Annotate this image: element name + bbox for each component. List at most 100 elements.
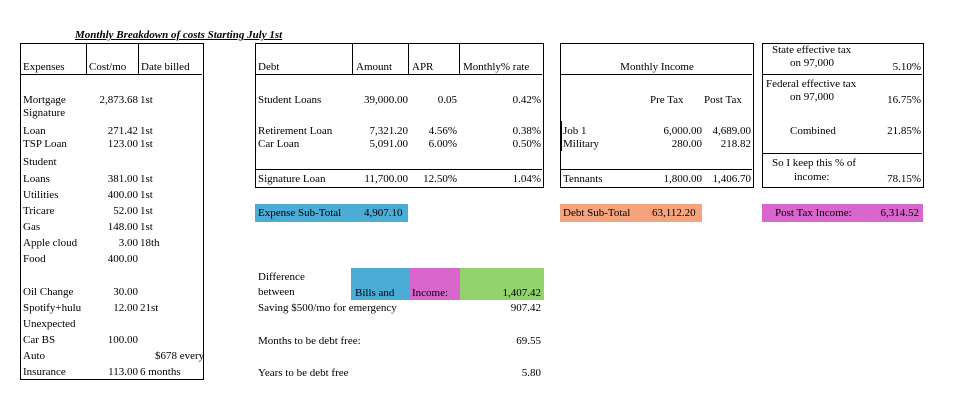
expense-row-cost: 52.00 xyxy=(113,205,138,217)
tax-keep-label-2: income: xyxy=(794,171,830,183)
expense-row-date: $678 every xyxy=(155,350,205,362)
expense-row-name: Auto xyxy=(23,350,45,362)
saving-label: Saving $500/mo for emergency xyxy=(258,302,397,314)
debt-col-divider-3 xyxy=(459,44,460,75)
expense-row-name: Car BS xyxy=(23,334,56,346)
expense-row-date: 1st xyxy=(140,94,153,106)
tax-state-value: 5.10% xyxy=(892,61,921,73)
tax-keep-divider xyxy=(763,153,922,154)
years-value: 5.80 xyxy=(521,367,541,379)
expenses-header-date: Date billed xyxy=(141,61,190,73)
debt-subtotal-label: Debt Sub-Total xyxy=(563,207,631,219)
income-row-pre: 1,800.00 xyxy=(663,173,703,185)
debt-row-amount: 5,091.00 xyxy=(369,138,409,150)
debt-subtotal-fill xyxy=(560,204,702,222)
income-row-name: Military xyxy=(563,138,600,150)
income-row-pre: 6,000.00 xyxy=(663,125,703,137)
expenses-header-divider xyxy=(21,74,202,75)
expense-row-name: Spotify+hulu xyxy=(23,302,82,314)
debt-header-rate: Monthly% rate xyxy=(463,61,530,73)
expenses-table xyxy=(20,43,204,380)
debt-subtotal-value: 63,112.20 xyxy=(652,207,696,219)
income-header: Monthly Income xyxy=(620,61,694,73)
expense-row-cost: 381.00 xyxy=(107,173,138,185)
expense-row-date: 1st xyxy=(140,221,153,233)
tax-federal-label: Federal effective tax xyxy=(766,78,857,90)
income-last-row-divider xyxy=(561,169,752,170)
expense-row-date: 1st xyxy=(140,125,153,137)
income-col-post: Post Tax xyxy=(704,94,742,106)
expense-subtotal-value: 4,907.10 xyxy=(364,207,403,219)
debt-row-apr: 12.50% xyxy=(423,173,457,185)
debt-col-divider-2 xyxy=(408,44,409,75)
expense-row-name: TSP Loan xyxy=(23,138,67,150)
years-label: Years to be debt free xyxy=(258,367,349,379)
debt-row-name: Signature Loan xyxy=(258,173,326,185)
tax-combined-label: Combined xyxy=(790,125,836,137)
debt-row-rate: 0.38% xyxy=(512,125,541,137)
debt-row-rate: 0.42% xyxy=(512,94,541,106)
tax-keep-value: 78.15% xyxy=(887,173,921,185)
expense-row-date: 1st xyxy=(140,173,153,185)
expense-row-cost: 271.42 xyxy=(107,125,138,137)
bills-label: Bills and xyxy=(355,287,395,299)
expense-row-name: Loan xyxy=(23,125,46,137)
expense-row-cost: 113.00 xyxy=(108,366,138,378)
income-name-divider xyxy=(561,121,562,151)
expense-row-date: 1st xyxy=(140,189,153,201)
debt-row-rate: 0.50% xyxy=(512,138,541,150)
tax-federal-value: 16.75% xyxy=(887,94,921,106)
bills-fill xyxy=(351,268,409,300)
debt-header-apr: APR xyxy=(412,61,434,73)
debt-row-amount: 39,000.00 xyxy=(364,94,408,106)
expense-row-name: Tricare xyxy=(23,205,55,217)
debt-row-apr: 0.05 xyxy=(437,94,457,106)
tax-state-label: State effective tax xyxy=(772,44,852,56)
expense-row-cost: 400.00 xyxy=(107,253,138,265)
expense-row-name: Food xyxy=(23,253,46,265)
debt-row-apr: 6.00% xyxy=(428,138,457,150)
expense-row-cost: 100.00 xyxy=(107,334,138,346)
debt-last-row-divider xyxy=(256,169,542,170)
income-row-post: 218.82 xyxy=(720,138,751,150)
tax-combined-value: 21.85% xyxy=(887,125,921,137)
expense-row-cost: 2,873.68 xyxy=(99,94,139,106)
months-label: Months to be debt free: xyxy=(258,335,361,347)
income-fill xyxy=(409,268,460,300)
difference-fill xyxy=(460,268,544,300)
difference-label-2: between xyxy=(258,286,295,298)
post-tax-fill xyxy=(762,204,923,222)
expense-row-name: Loans xyxy=(23,173,50,185)
income-row-pre: 280.00 xyxy=(671,138,702,150)
tax-keep-label: So I keep this % of xyxy=(772,157,857,169)
expense-row-date: 21st xyxy=(140,302,159,314)
expense-row-date: 6 months xyxy=(140,366,181,378)
expenses-header-cost: Cost/mo xyxy=(89,61,127,73)
expense-subtotal-label: Expense Sub-Total xyxy=(258,207,342,219)
debt-row-name: Retirement Loan xyxy=(258,125,333,137)
expenses-header-name: Expenses xyxy=(23,61,65,73)
tax-table xyxy=(762,43,924,188)
expense-row-name: Oil Change xyxy=(23,286,74,298)
expense-row-cost: 3.00 xyxy=(118,237,138,249)
income-row-post: 1,406.70 xyxy=(712,173,752,185)
expense-row-name: Insurance xyxy=(23,366,66,378)
tax-state-divider xyxy=(763,74,922,75)
income-row-post: 4,689.00 xyxy=(712,125,752,137)
expense-row-name: Apple cloud xyxy=(23,237,78,249)
debt-row-rate: 1.04% xyxy=(512,173,541,185)
expense-row-cost: 30.00 xyxy=(113,286,138,298)
difference-label: Difference xyxy=(258,271,305,283)
expense-row-date: 18th xyxy=(140,237,160,249)
expenses-col-divider-2 xyxy=(138,44,139,75)
page-title: Monthly Breakdown of costs Starting July… xyxy=(75,29,283,41)
income-row-name: Tennants xyxy=(563,173,603,185)
expense-row-cost: 148.00 xyxy=(107,221,138,233)
income-row-name: Job 1 xyxy=(563,125,587,137)
income-col-pre: Pre Tax xyxy=(650,94,684,106)
expense-row-date: 1st xyxy=(140,138,153,150)
expenses-col-divider-1 xyxy=(86,44,87,75)
debt-col-divider-1 xyxy=(352,44,353,75)
income-label: Income: xyxy=(412,287,449,299)
debt-row-name: Student Loans xyxy=(258,94,322,106)
